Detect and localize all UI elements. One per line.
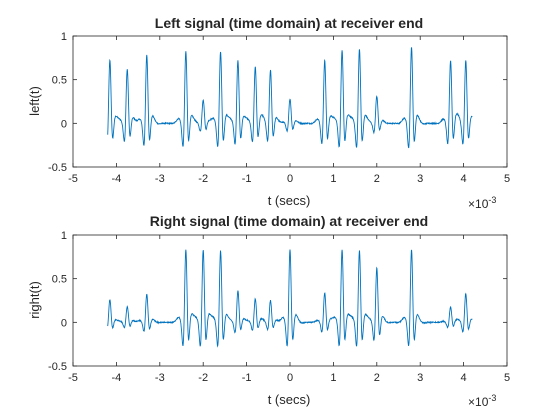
top-signal-line — [107, 47, 473, 149]
bottom-x-tick-label: -3 — [155, 372, 165, 384]
top-x-tick-label: -1 — [242, 173, 252, 185]
top-y-tick-label: 0.5 — [52, 75, 67, 87]
top-x-tick-label: 5 — [504, 173, 510, 185]
top-x-tick-label: 2 — [374, 173, 380, 185]
top-x-axis-label: t (secs) — [268, 193, 311, 208]
bottom-signal-line — [107, 249, 473, 348]
top-x-tick-label: 4 — [461, 173, 467, 185]
top-x-tick-label: 1 — [330, 173, 336, 185]
bottom-x-tick-label: -1 — [242, 372, 252, 384]
top-axes-box — [72, 35, 508, 168]
bottom-subplot: Right signal (time domain) at receiver e… — [27, 213, 510, 409]
bottom-x-tick-label: -2 — [198, 372, 208, 384]
top-x-tick-label: -3 — [155, 173, 165, 185]
bottom-x-tick-label: 3 — [417, 372, 423, 384]
bottom-x-tick-label: -4 — [112, 372, 122, 384]
bottom-x-tick-label: 2 — [374, 372, 380, 384]
top-x-tick-label: -2 — [198, 173, 208, 185]
bottom-y-tick-label: 1 — [61, 230, 67, 242]
bottom-y-tick-label: -0.5 — [48, 361, 67, 373]
bottom-x-tick-label: 0 — [287, 372, 293, 384]
bottom-y-tick-label: 0.5 — [52, 274, 67, 286]
bottom-chart-title: Right signal (time domain) at receiver e… — [150, 213, 429, 229]
top-y-tick-label: 0 — [61, 118, 67, 130]
bottom-ticks: -5 -4 -3 -2 -1 0 1 2 3 4 5 -0.5 0 0.5 1 — [48, 230, 510, 384]
bottom-x-tick-label: 1 — [330, 372, 336, 384]
bottom-x-tick-label: 5 — [504, 372, 510, 384]
top-x-tick-label: 0 — [287, 173, 293, 185]
bottom-y-tick-label: 0 — [61, 317, 67, 329]
bottom-y-axis-label: right(t) — [27, 281, 42, 319]
bottom-x-exponent: ×10-3 — [468, 393, 496, 409]
top-x-tick-label: 3 — [417, 173, 423, 185]
top-y-axis-label: left(t) — [27, 86, 42, 116]
top-ticks: -5 -4 -3 -2 -1 0 1 2 3 4 5 -0.5 0 0.5 1 — [48, 31, 510, 185]
top-x-exponent: ×10-3 — [468, 195, 496, 211]
top-subplot: Left signal (time domain) at receiver en… — [27, 15, 510, 211]
bottom-x-tick-label: 4 — [461, 372, 467, 384]
top-plot-area — [107, 47, 473, 149]
bottom-x-tick-label: -5 — [68, 372, 78, 384]
bottom-x-axis-label: t (secs) — [268, 392, 311, 407]
top-y-tick-label: 1 — [61, 31, 67, 43]
top-chart-title: Left signal (time domain) at receiver en… — [155, 15, 423, 31]
top-x-tick-label: -5 — [68, 173, 78, 185]
top-x-tick-label: -4 — [112, 173, 122, 185]
top-y-tick-label: -0.5 — [48, 162, 67, 174]
bottom-plot-area — [107, 249, 473, 348]
